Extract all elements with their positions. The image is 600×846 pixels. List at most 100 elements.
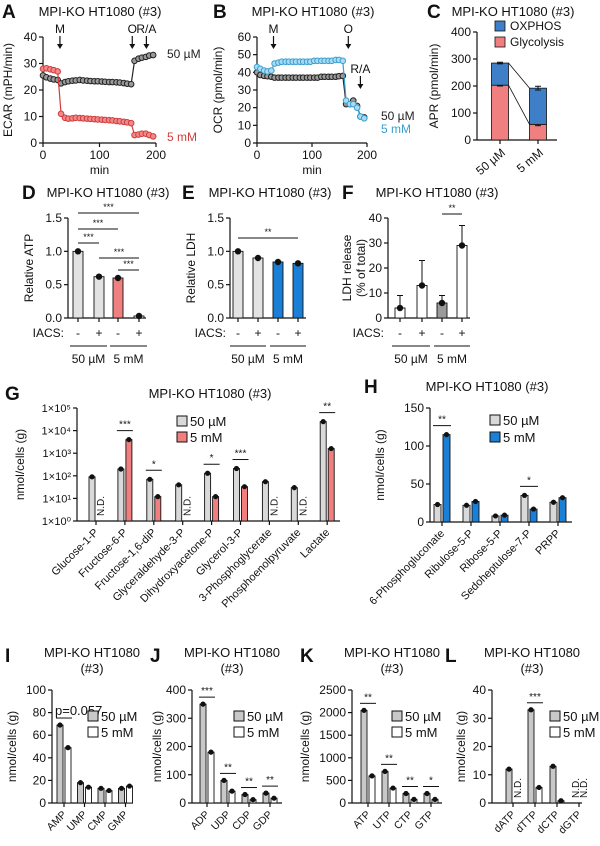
y-axis-label: nmol/cells (g) bbox=[13, 429, 27, 500]
panel-letter: F bbox=[342, 183, 354, 204]
bar-glycolysis bbox=[491, 84, 509, 141]
bar bbox=[471, 501, 480, 523]
x-tick-label: 100 bbox=[89, 148, 109, 162]
legend-label: Glycolysis bbox=[510, 35, 564, 49]
x-tick-label: Lactate bbox=[298, 527, 332, 561]
significance-label: ** bbox=[264, 227, 272, 237]
y-tick-label: 100 bbox=[166, 768, 186, 782]
bar bbox=[212, 496, 220, 522]
y-tick-label: 1500 bbox=[319, 728, 346, 742]
replicate-marker bbox=[233, 465, 240, 472]
bar bbox=[72, 250, 84, 319]
replicate-marker bbox=[126, 783, 133, 789]
bar bbox=[433, 504, 442, 523]
legend-label: 50 µM bbox=[503, 413, 539, 428]
series-label: 5 mM bbox=[167, 130, 197, 144]
y-axis-label: ECAR (mPH/min) bbox=[1, 43, 15, 137]
y-tick-label: 50 bbox=[238, 48, 252, 62]
y-tick-label: 150 bbox=[404, 401, 424, 415]
y-axis-label: nmol/cells (g) bbox=[298, 711, 312, 782]
bar bbox=[456, 245, 468, 319]
not-detected-label: N.D. bbox=[571, 778, 582, 798]
y-axis-label: nmol/cells (g) bbox=[454, 711, 468, 782]
replicate-marker bbox=[472, 498, 479, 505]
y-tick-label: 40 bbox=[369, 211, 383, 225]
replicate-marker bbox=[501, 512, 508, 518]
replicate-marker bbox=[294, 260, 302, 267]
iacs-sign: + bbox=[254, 326, 261, 340]
chart-title: MPI-KO HT1080 (#3) bbox=[376, 185, 499, 200]
y-tick-label: 20 bbox=[33, 773, 47, 787]
legend-swatch bbox=[494, 36, 506, 48]
chart-title: MPI-KO HT1080 bbox=[484, 645, 580, 660]
significance-label: ** bbox=[385, 753, 393, 764]
y-tick-label: 1×10⁵ bbox=[42, 403, 71, 415]
y-tick-label: 300 bbox=[451, 52, 471, 66]
treatment-label: M bbox=[55, 22, 65, 36]
y-tick-label: 30 bbox=[369, 236, 383, 250]
iacs-sign: + bbox=[418, 326, 425, 340]
y-axis-label: Relative ATP bbox=[22, 234, 36, 302]
replicate-marker bbox=[434, 501, 441, 508]
bar bbox=[112, 277, 124, 319]
legend-swatch bbox=[549, 710, 561, 722]
connector-line bbox=[508, 85, 530, 125]
y-tick-label: 40 bbox=[33, 751, 47, 765]
not-detected-label: N.D. bbox=[96, 496, 107, 516]
y-axis-label-2: (% of total) bbox=[354, 239, 368, 297]
bar bbox=[233, 468, 240, 522]
y-axis-label: nmol/cells (g) bbox=[150, 711, 164, 782]
bar bbox=[207, 751, 215, 804]
replicate-marker bbox=[424, 790, 430, 797]
replicate-marker bbox=[558, 798, 564, 804]
y-tick-label: 1.5 bbox=[207, 211, 224, 225]
chart-title: MPI-KO HT1080 bbox=[44, 645, 140, 660]
replicate-marker bbox=[205, 470, 211, 476]
bar bbox=[204, 472, 212, 522]
chart-title: MPI-KO HT1080 (#3) bbox=[149, 386, 272, 401]
legend-label: 5 mM bbox=[563, 725, 596, 740]
y-tick-label: 300 bbox=[166, 711, 186, 725]
significance-label: * bbox=[210, 453, 214, 464]
bar bbox=[117, 468, 125, 522]
connector-line bbox=[508, 62, 530, 89]
bar bbox=[368, 775, 376, 804]
group-label: 5 mM bbox=[114, 352, 144, 366]
bar-oxphos bbox=[491, 62, 509, 86]
bar bbox=[442, 434, 451, 523]
chart-title: MPI-KO HT1080 (#3) bbox=[452, 4, 575, 19]
y-tick-label: 1000 bbox=[319, 751, 346, 765]
y-tick-label: 0 bbox=[39, 796, 46, 810]
y-tick-label: 1.5 bbox=[45, 211, 62, 225]
data-point bbox=[149, 133, 157, 140]
group-label: 50 µM bbox=[231, 352, 265, 366]
x-tick-label: 200 bbox=[357, 148, 377, 162]
chart-title: MPI-KO HT1080 (#3) bbox=[252, 4, 375, 19]
data-point bbox=[54, 68, 61, 75]
group-label: 5 mM bbox=[437, 352, 467, 366]
replicate-marker bbox=[274, 258, 282, 266]
panel-letter: E bbox=[182, 183, 195, 204]
bar bbox=[272, 261, 284, 319]
legend-label: 5 mM bbox=[101, 725, 134, 740]
legend-label: 50 µM bbox=[247, 709, 283, 724]
x-tick-label: 5 mM bbox=[514, 146, 546, 176]
significance-label: ** bbox=[406, 776, 414, 787]
x-axis-label: min bbox=[302, 163, 321, 177]
replicate-marker bbox=[155, 494, 161, 500]
y-tick-label: 0 bbox=[179, 796, 186, 810]
chart-subtitle: (#3) bbox=[380, 661, 403, 676]
y-tick-label: 80 bbox=[33, 706, 47, 720]
bar-glycolysis bbox=[529, 123, 547, 141]
significance-label: ** bbox=[224, 762, 232, 773]
legend-swatch bbox=[489, 431, 501, 443]
bar bbox=[199, 703, 207, 804]
legend-label: 5 mM bbox=[503, 430, 536, 445]
replicate-marker bbox=[77, 780, 84, 786]
data-point bbox=[57, 110, 65, 118]
replicate-marker bbox=[361, 707, 367, 713]
treatment-label: O bbox=[128, 22, 137, 36]
replicate-marker bbox=[328, 445, 334, 452]
panel-letter: L bbox=[445, 646, 457, 667]
